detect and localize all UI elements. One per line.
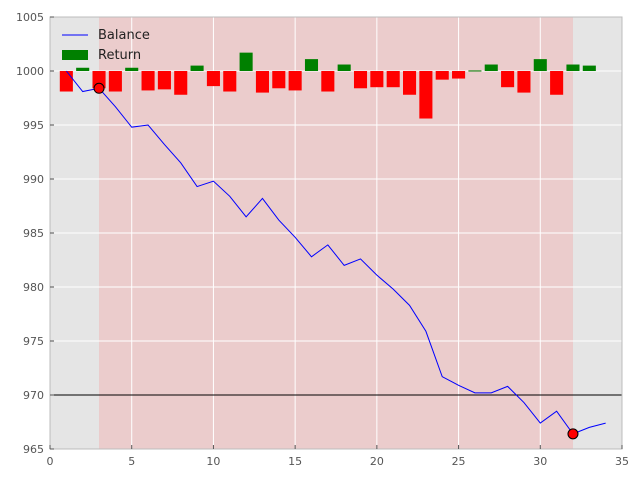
legend-label: Balance	[98, 28, 150, 43]
return-bar	[125, 67, 139, 71]
return-bar	[59, 71, 73, 92]
return-bar	[370, 71, 384, 88]
return-bar	[582, 65, 596, 71]
return-bar	[76, 67, 90, 71]
return-bar	[141, 71, 155, 91]
y-tick-label: 975	[23, 335, 44, 348]
x-tick-label: 35	[615, 455, 629, 468]
return-bar	[288, 71, 302, 91]
return-bar	[337, 64, 351, 71]
balance-line-layer	[65, 70, 606, 435]
return-bar	[452, 71, 466, 79]
return-bar	[304, 59, 319, 71]
return-bar	[501, 71, 515, 88]
return-bar	[157, 71, 171, 90]
return-bars-layer	[59, 52, 596, 119]
y-tick-label: 980	[23, 281, 44, 294]
return-bar	[223, 71, 237, 92]
x-tick-label: 20	[370, 455, 384, 468]
return-bar	[255, 71, 269, 93]
drawdown-marker	[567, 428, 579, 440]
x-tick-label: 30	[533, 455, 547, 468]
y-tick-label: 970	[23, 389, 44, 402]
return-bar	[566, 64, 580, 71]
return-bar	[239, 52, 253, 71]
y-tick-label: 1000	[16, 65, 44, 78]
return-bar	[272, 71, 286, 89]
legend-swatch-patch	[62, 50, 88, 60]
y-tick-label: 995	[23, 119, 44, 132]
return-bar	[190, 65, 204, 71]
legend: Balance Return	[62, 28, 150, 63]
return-bar	[108, 71, 122, 92]
x-tick-label: 5	[128, 455, 135, 468]
return-bar	[403, 71, 417, 95]
x-tick-label: 25	[452, 455, 466, 468]
y-tick-label: 985	[23, 227, 44, 240]
return-bar	[174, 71, 188, 95]
y-tick-label: 965	[23, 443, 44, 456]
x-tick-label: 15	[288, 455, 302, 468]
return-bar	[435, 71, 449, 80]
return-bar	[533, 59, 547, 71]
return-bar	[206, 71, 220, 87]
return-bar	[484, 64, 498, 71]
return-bar	[550, 71, 564, 95]
return-bar	[419, 71, 433, 119]
legend-label: Return	[98, 48, 141, 63]
y-tick-label: 1005	[16, 11, 44, 24]
return-bar	[353, 71, 368, 89]
markers-layer	[93, 82, 579, 440]
return-bar	[468, 70, 482, 72]
x-tick-label: 0	[47, 455, 54, 468]
axes-layer: 0 5 10 15 20 25 30 35 965 970 975 980 985 990 995 1000 1…	[16, 11, 629, 468]
balance-line	[65, 70, 606, 435]
return-bar	[321, 71, 335, 92]
y-tick-label: 990	[23, 173, 44, 186]
return-bar	[517, 71, 531, 93]
drawdown-marker	[93, 82, 105, 94]
return-bar	[386, 71, 400, 88]
x-tick-label: 10	[206, 455, 220, 468]
